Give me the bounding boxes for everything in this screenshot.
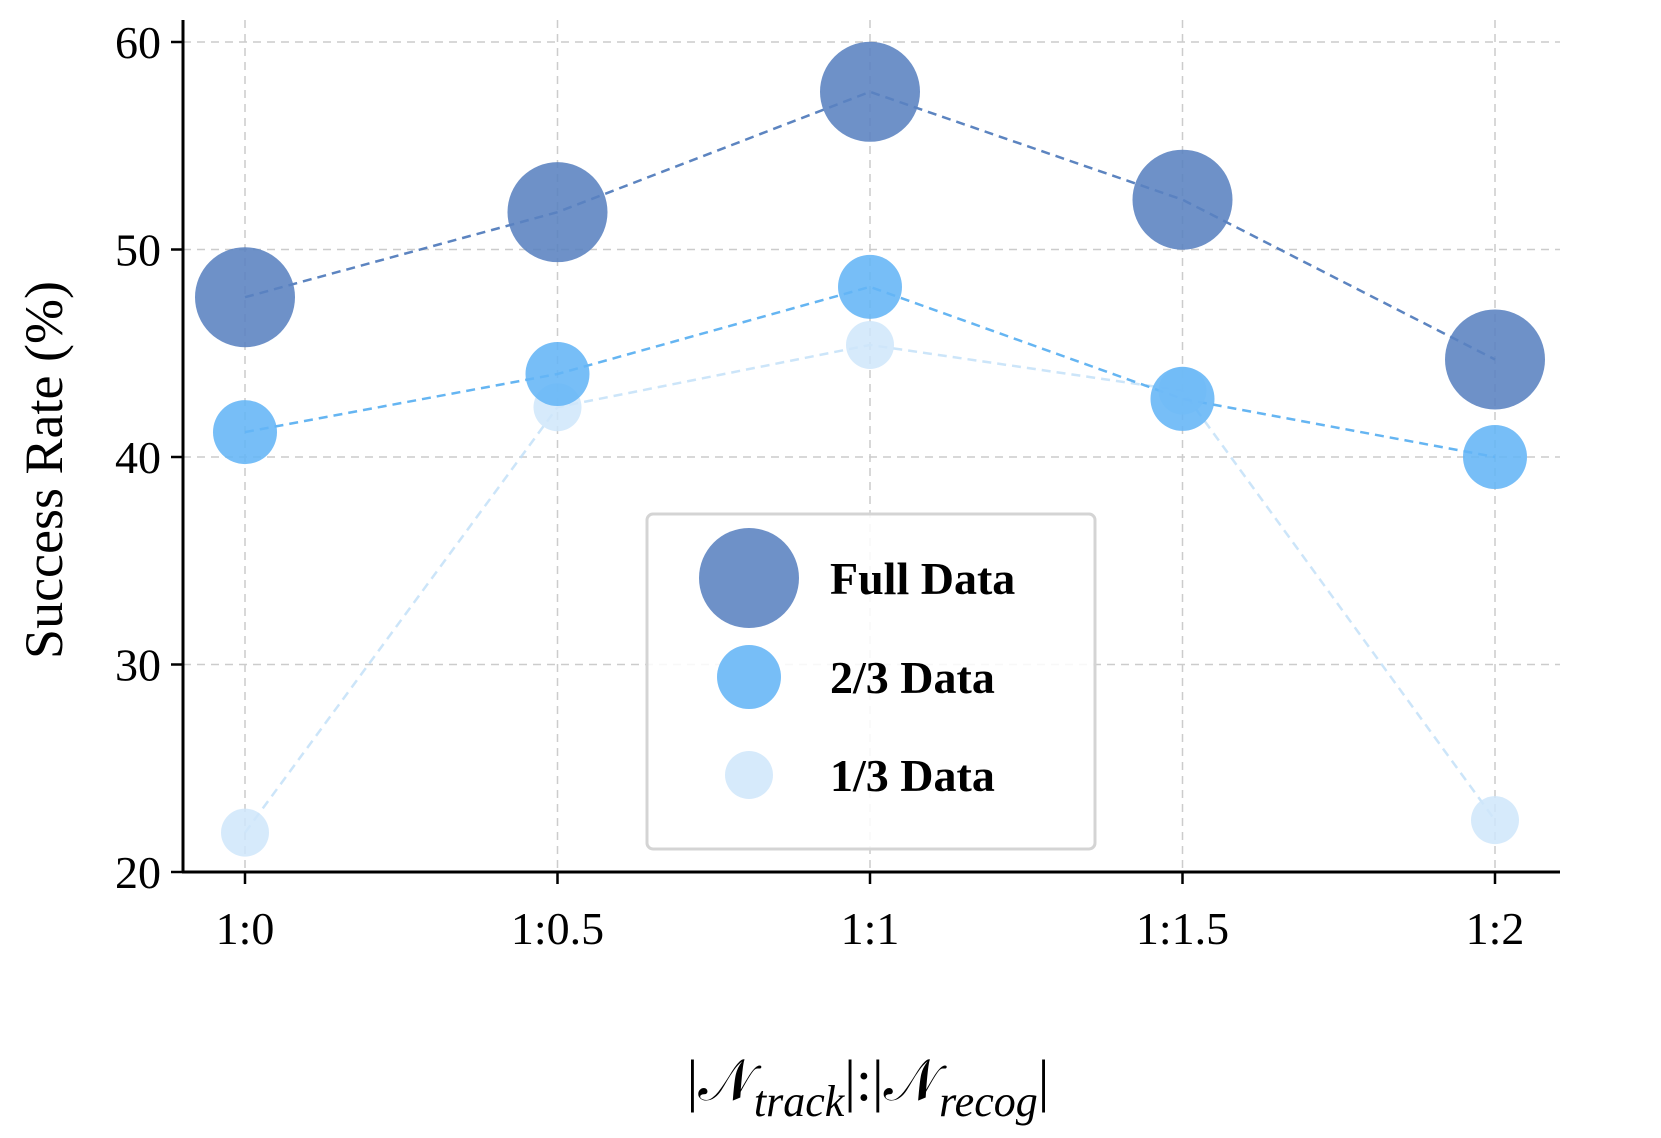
x-tick-label: 1:2 <box>1466 903 1525 954</box>
x-axis-symbol-1: 𝒩 <box>698 1048 762 1113</box>
data-point-series-1 <box>1445 309 1545 410</box>
legend-label: 1/3 Data <box>830 750 995 801</box>
y-axis-title: Success Rate (%) <box>14 281 74 659</box>
data-point-series-3 <box>846 320 894 369</box>
legend-label: 2/3 Data <box>830 652 995 703</box>
y-tick-label: 20 <box>115 847 161 898</box>
data-point-series-3 <box>221 808 269 857</box>
data-point-series-2 <box>1150 366 1215 431</box>
legend-label: Full Data <box>830 553 1015 604</box>
x-axis-subscript-track: track <box>754 1077 846 1126</box>
data-point-series-3 <box>1471 796 1519 845</box>
y-tick-label: 60 <box>115 17 161 68</box>
data-point-series-2 <box>525 342 590 406</box>
data-point-series-1 <box>507 162 608 263</box>
data-point-series-1 <box>1132 149 1233 250</box>
legend: Full Data 2/3 Data 1/3 Data <box>645 512 1097 851</box>
x-axis-symbol-2: 𝒩 <box>884 1048 948 1113</box>
data-point-series-2 <box>838 254 902 319</box>
data-point-series-2 <box>1463 425 1527 489</box>
x-tick-label: 1:1.5 <box>1136 903 1229 954</box>
legend-marker <box>717 645 781 709</box>
axes <box>171 20 1560 884</box>
x-axis-title: |𝒩track|:|𝒩recog| <box>687 1048 1050 1126</box>
data-points <box>195 41 1545 857</box>
legend-marker <box>725 751 773 799</box>
legend-marker <box>699 528 799 628</box>
data-point-series-2 <box>213 400 277 465</box>
y-tick-label: 50 <box>115 225 161 276</box>
series-line-2 <box>244 285 1496 459</box>
y-tick-label: 30 <box>115 640 161 691</box>
tick-labels: 20 30 40 50 60 1:0 1:0.5 1:1 1:1.5 1:2 <box>115 17 1524 954</box>
y-tick-label: 40 <box>115 432 161 483</box>
x-tick-label: 1:1 <box>841 903 900 954</box>
x-tick-label: 1:0.5 <box>511 903 604 954</box>
data-point-series-1 <box>820 41 920 142</box>
series-line-1 <box>244 90 1496 361</box>
x-axis-subscript-recog: recog <box>939 1077 1038 1126</box>
data-point-series-1 <box>195 247 295 348</box>
x-tick-label: 1:0 <box>216 903 275 954</box>
svg-text:|𝒩track|:|𝒩recog|: |𝒩track|:|𝒩recog| <box>687 1048 1050 1126</box>
